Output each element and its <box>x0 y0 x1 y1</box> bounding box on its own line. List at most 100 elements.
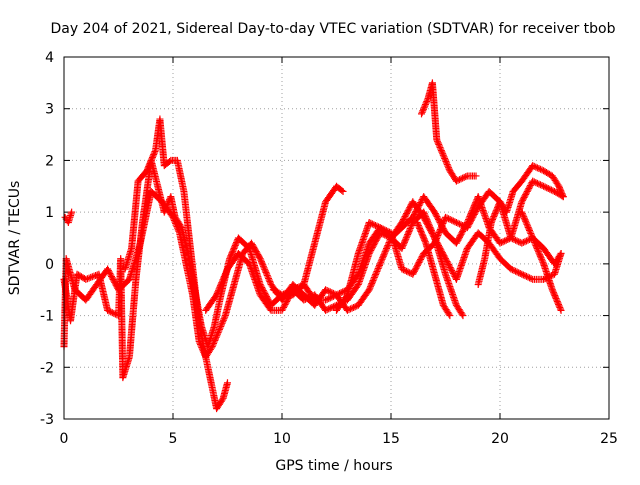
data-point-fill <box>555 184 563 192</box>
data-point-fill <box>434 232 442 240</box>
x-tick-label: 15 <box>382 431 400 447</box>
data-point-fill <box>466 212 474 220</box>
data-point <box>322 286 330 294</box>
data-point-fill <box>368 280 376 288</box>
data-point-fill <box>413 206 421 214</box>
data-point-fill <box>519 211 527 219</box>
data-point-fill <box>522 219 530 227</box>
data-point-fill <box>528 232 536 240</box>
data-point-fill <box>551 292 559 300</box>
data-point <box>420 213 428 221</box>
data-point-fill <box>369 277 377 285</box>
data-point-fill <box>444 259 452 267</box>
data-point-fill <box>375 261 383 269</box>
data-point-fill <box>418 229 426 237</box>
data-point-fill <box>501 237 509 245</box>
data-point-fill <box>467 211 475 219</box>
data-point-fill <box>443 214 451 222</box>
data-point-fill <box>219 318 227 326</box>
data-point-fill <box>214 329 222 337</box>
data-point-fill <box>262 268 270 276</box>
data-point-fill <box>441 253 449 261</box>
data-point-fill <box>532 179 540 187</box>
data-point-fill <box>231 243 239 251</box>
data-point-fill <box>170 215 178 223</box>
data-point-fill <box>415 223 423 231</box>
data-point-fill <box>372 271 380 279</box>
data-point-fill <box>557 188 565 196</box>
data-point-fill <box>408 222 416 230</box>
data-point-fill <box>524 273 532 281</box>
data-point <box>104 265 112 273</box>
data-point-fill <box>530 237 538 245</box>
data-point-fill <box>433 233 441 241</box>
data-point-fill <box>417 254 425 262</box>
data-point <box>398 244 406 252</box>
data-point <box>548 286 556 294</box>
data-point-fill <box>419 233 427 241</box>
data-point-fill <box>166 157 174 165</box>
data-point-fill <box>556 251 564 259</box>
data-point-fill <box>470 203 478 211</box>
data-point-fill <box>329 292 337 300</box>
data-point-fill <box>457 221 465 229</box>
data-point-fill <box>413 204 421 212</box>
data-point-fill <box>403 208 411 216</box>
data-point-fill <box>371 272 379 280</box>
data-point-fill <box>419 107 427 115</box>
data-point-fill <box>530 178 538 186</box>
data-point-fill <box>490 213 498 221</box>
data-point-fill <box>543 184 551 192</box>
data-point-fill <box>427 228 435 236</box>
data-point-fill <box>527 275 535 283</box>
data-point-fill <box>88 273 96 281</box>
data-point-fill <box>399 241 407 249</box>
data-point-fill <box>367 281 375 289</box>
data-point <box>256 255 264 263</box>
data-point-fill <box>440 226 448 234</box>
data-point-fill <box>445 165 453 173</box>
data-point-fill <box>549 187 557 195</box>
data-point-fill <box>470 202 478 210</box>
data-point <box>68 208 76 216</box>
data-point-fill <box>411 266 419 274</box>
data-point-fill <box>520 193 528 201</box>
data-point-fill <box>512 236 520 244</box>
data-point-fill <box>456 233 464 241</box>
data-point-fill <box>145 162 153 170</box>
data-point-fill <box>442 256 450 264</box>
data-point-fill <box>215 285 223 293</box>
data-point-fill <box>413 263 421 271</box>
data-point-fill <box>461 223 469 231</box>
data-point-fill <box>449 217 457 225</box>
data-point-fill <box>527 229 535 237</box>
data-point-fill <box>521 272 529 280</box>
data-point-fill <box>406 225 414 233</box>
data-point-fill <box>556 303 564 311</box>
data-point <box>82 275 90 283</box>
data-point-fill <box>458 310 466 318</box>
data-point-fill <box>418 230 426 238</box>
data-point-fill <box>456 220 464 228</box>
data-point-fill <box>453 238 461 246</box>
data-point-fill <box>380 251 388 259</box>
data-point-fill <box>533 179 541 187</box>
data-point-fill <box>554 181 562 189</box>
data-point-fill <box>434 139 442 147</box>
data-point-fill <box>331 292 339 300</box>
data-point-fill <box>414 203 422 211</box>
data-point <box>557 306 565 314</box>
data-point-fill <box>218 277 226 285</box>
data-point-fill <box>439 150 447 158</box>
data-point-fill <box>440 153 448 161</box>
data-point <box>518 270 526 278</box>
y-tick-label: 3 <box>45 102 54 118</box>
data-point-fill <box>170 216 178 224</box>
data-point-fill <box>526 228 534 236</box>
data-point-fill <box>488 217 496 225</box>
data-point <box>557 250 565 258</box>
data-point-fill <box>437 220 445 228</box>
data-point-fill <box>410 212 418 220</box>
data-point-fill <box>104 267 112 275</box>
data-point-fill <box>538 166 546 174</box>
